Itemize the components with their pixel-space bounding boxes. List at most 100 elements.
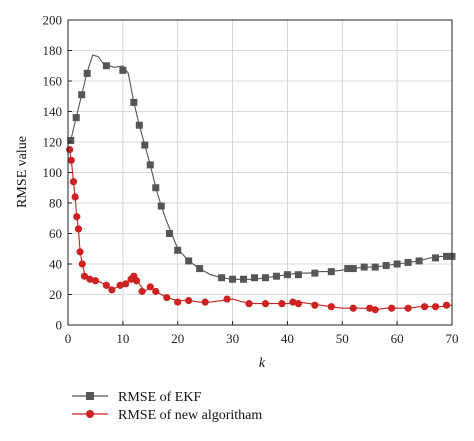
data-point — [382, 262, 390, 270]
x-tick-label: 10 — [116, 331, 129, 346]
data-point — [261, 274, 269, 282]
data-point — [69, 178, 78, 186]
data-point — [132, 277, 141, 285]
legend: RMSE of EKF RMSE of new algoritham — [72, 390, 262, 423]
data-point — [122, 280, 130, 288]
data-point — [157, 202, 165, 210]
data-point — [146, 161, 154, 169]
data-point — [431, 303, 440, 311]
series-line — [70, 54, 452, 280]
data-point — [130, 98, 138, 106]
y-tick-label: 140 — [43, 104, 63, 119]
data-point — [102, 281, 110, 289]
data-point — [420, 303, 429, 311]
data-point — [294, 271, 302, 279]
grid — [68, 20, 452, 325]
data-point — [80, 272, 89, 280]
data-point — [344, 265, 352, 273]
x-tick-label: 30 — [226, 331, 239, 346]
legend-entry-new: RMSE of new algoritham — [72, 408, 262, 423]
legend-marker-ekf — [86, 392, 94, 400]
data-point — [116, 281, 124, 289]
data-point — [201, 298, 209, 306]
data-point — [185, 297, 193, 305]
legend-label-ekf: RMSE of EKF — [118, 390, 201, 405]
data-point — [289, 298, 297, 306]
y-axis-title: RMSE value — [15, 136, 30, 208]
y-tick-label: 40 — [49, 257, 62, 272]
data-point — [86, 275, 94, 283]
y-tick-label: 100 — [43, 165, 63, 180]
data-point — [135, 121, 143, 129]
data-point — [73, 213, 81, 221]
x-tick-label: 70 — [446, 331, 459, 346]
legend-marker-new — [86, 410, 94, 418]
data-point — [278, 300, 286, 308]
data-point — [102, 62, 110, 70]
x-axis-title: k — [259, 356, 266, 371]
data-point — [371, 306, 379, 314]
data-point — [442, 301, 451, 309]
data-point — [66, 146, 74, 154]
data-point — [294, 300, 302, 308]
data-point — [146, 283, 154, 291]
data-point — [240, 275, 248, 283]
data-point — [152, 287, 160, 296]
data-point — [404, 304, 412, 312]
data-point — [223, 295, 231, 303]
data-point — [174, 246, 182, 254]
data-point — [360, 263, 368, 271]
x-tick-label: 20 — [171, 331, 184, 346]
y-tick-label: 0 — [56, 318, 63, 333]
data-point — [245, 300, 253, 308]
data-point — [78, 260, 86, 268]
x-tick-label: 40 — [281, 331, 294, 346]
data-point — [432, 254, 440, 262]
plot-series — [66, 54, 456, 314]
data-point — [67, 156, 75, 164]
y-tick-label: 60 — [49, 226, 62, 241]
data-point — [218, 274, 226, 282]
data-point — [311, 301, 319, 309]
legend-entry-ekf: RMSE of EKF — [72, 390, 201, 405]
data-point — [283, 271, 291, 279]
data-point — [163, 293, 171, 302]
data-point — [251, 274, 259, 282]
y-tick-label: 20 — [49, 287, 62, 302]
data-point — [443, 252, 451, 260]
data-point — [185, 257, 193, 265]
data-point — [229, 275, 237, 283]
data-point — [415, 257, 423, 265]
y-tick-label: 80 — [49, 196, 62, 211]
data-point — [67, 136, 75, 144]
data-point — [327, 268, 335, 276]
data-point — [371, 263, 379, 271]
data-point — [71, 193, 79, 201]
data-point — [349, 304, 357, 312]
data-point — [83, 69, 91, 77]
y-tick-label: 200 — [43, 13, 63, 28]
y-tick-label: 160 — [43, 74, 63, 89]
data-point — [78, 91, 86, 99]
data-point — [119, 66, 127, 74]
data-point — [174, 298, 182, 306]
data-point — [311, 269, 319, 277]
series-ekf — [67, 54, 456, 283]
data-point — [388, 304, 396, 312]
data-point — [72, 114, 80, 122]
x-tick-label: 0 — [65, 331, 72, 346]
data-point — [261, 300, 270, 308]
data-point — [165, 230, 173, 237]
data-point — [138, 287, 146, 296]
data-point — [152, 184, 160, 192]
data-point — [74, 225, 83, 233]
data-point — [91, 277, 100, 285]
axes: 0 10 20 30 40 50 60 70 0 20 40 60 80 100 120 140 160 180 2… — [43, 13, 459, 347]
data-point — [272, 272, 280, 280]
x-tick-label: 60 — [391, 331, 404, 346]
legend-label-new: RMSE of new algoritham — [118, 408, 262, 423]
data-point — [393, 260, 401, 268]
series-new-algorithm — [66, 146, 453, 314]
y-tick-label: 180 — [43, 43, 63, 58]
